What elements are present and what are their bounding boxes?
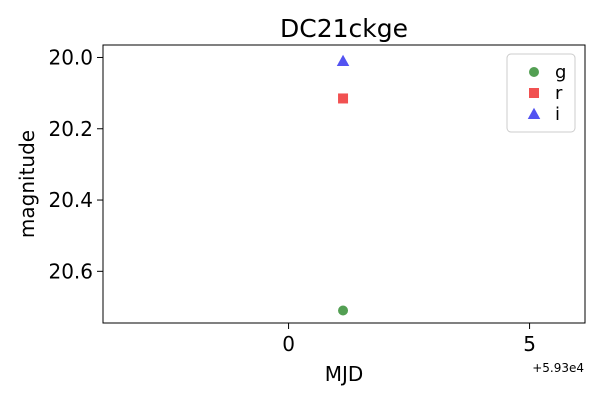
plot-frame — [102, 44, 586, 324]
x-axis-label: MJD — [325, 362, 364, 386]
y-tick-label: 20.6 — [48, 259, 93, 283]
y-tick-label: 20.0 — [48, 45, 93, 69]
data-points — [336, 54, 350, 316]
x-tick-label: 5 — [523, 332, 536, 356]
legend-marker-g — [529, 67, 539, 77]
y-tick-label: 20.4 — [48, 188, 93, 212]
legend-label-g: g — [555, 62, 566, 83]
legend: gri — [506, 53, 576, 133]
y-axis-ticks: 20.0 20.2 20.4 20.6 — [48, 45, 103, 283]
chart-title: DC21ckge — [280, 14, 408, 43]
legend-frame — [506, 53, 576, 133]
y-axis-label: magnitude — [15, 130, 39, 238]
legend-marker-i — [527, 107, 541, 119]
data-point-i — [336, 54, 350, 67]
x-tick-label: 0 — [282, 332, 295, 356]
legend-label-r: r — [555, 83, 563, 104]
data-point-r — [338, 93, 349, 104]
legend-marker-r — [529, 88, 539, 98]
x-axis-offset-text: +5.93e4 — [532, 361, 584, 375]
y-tick-label: 20.2 — [48, 117, 93, 141]
legend-label-i: i — [555, 104, 560, 125]
data-point-g — [338, 305, 349, 316]
